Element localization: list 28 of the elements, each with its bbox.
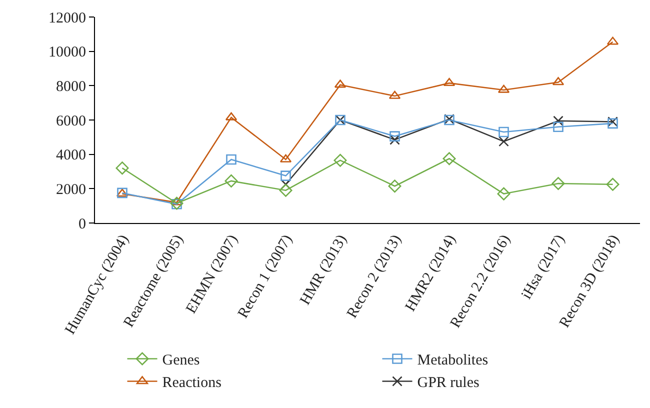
y-tick-label: 6000 <box>56 113 86 130</box>
point <box>553 116 564 126</box>
y-tick-label: 12000 <box>48 10 86 26</box>
point <box>552 177 565 190</box>
point <box>226 154 236 165</box>
legend-label: Metabolites <box>417 352 488 369</box>
legend-label: GPR rules <box>417 375 480 392</box>
point <box>390 131 400 142</box>
y-tick-label: 4000 <box>56 148 86 164</box>
y-tick-label: 10000 <box>48 44 86 61</box>
point <box>116 162 129 175</box>
point <box>606 178 620 191</box>
point <box>224 174 238 188</box>
point <box>390 134 400 145</box>
y-tick-label: 0 <box>78 216 86 232</box>
point <box>280 170 291 181</box>
point <box>498 126 509 138</box>
point <box>553 122 564 132</box>
point <box>442 152 456 166</box>
point <box>279 184 292 197</box>
y-tick-label: 2000 <box>56 182 86 198</box>
y-tick-label: 8000 <box>56 78 86 95</box>
legend-label: Genes <box>162 352 200 369</box>
legend-label: Reactions <box>162 375 222 392</box>
point <box>498 136 509 147</box>
point <box>334 154 347 167</box>
point <box>497 187 510 200</box>
point <box>388 180 402 193</box>
